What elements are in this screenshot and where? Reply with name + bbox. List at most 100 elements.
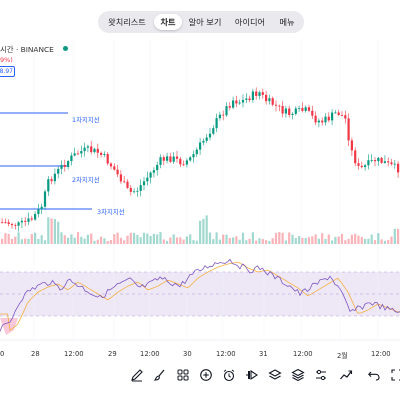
volume-bar [278, 232, 281, 244]
candle-body [156, 164, 159, 171]
replay-icon[interactable] [245, 368, 259, 382]
date-tick: 12:00 [140, 350, 160, 358]
support-label-1[interactable]: 1차지지선 [72, 116, 100, 124]
candle-body [86, 146, 89, 148]
date-tick: 30 [183, 350, 192, 358]
candle-body [199, 142, 202, 150]
candle-body [212, 128, 215, 134]
candle-body [232, 100, 235, 108]
volume-bar [195, 240, 198, 244]
candle-body [245, 98, 248, 100]
candle-body [106, 153, 109, 164]
tab-explore[interactable]: 알아 보기 [188, 17, 222, 27]
candle-body [20, 220, 23, 223]
volume-bar [337, 236, 340, 244]
candle-body [162, 157, 165, 161]
volume-bar [185, 236, 188, 244]
candle-body [228, 106, 231, 108]
tab-ideas[interactable]: 아이디어 [234, 17, 266, 27]
tab-watchlist[interactable]: 왓치리스트 [108, 17, 146, 27]
fullscreen-icon[interactable] [390, 368, 400, 382]
volume-bar [109, 240, 113, 244]
candle-body [126, 181, 129, 188]
volume-bar [383, 240, 386, 244]
apps-icon[interactable] [176, 368, 190, 382]
candle-body [294, 108, 297, 114]
volume-bar [57, 221, 60, 244]
volume-bar [321, 233, 324, 244]
symbol-label[interactable]: 시간 · BINANCE [0, 45, 54, 54]
candle-body [30, 218, 33, 220]
candle-body [390, 162, 393, 165]
layers-stack-icon[interactable] [291, 368, 305, 382]
support-label-3[interactable]: 3차지지선 [97, 208, 125, 216]
volume-bar [298, 236, 301, 244]
undo-icon[interactable] [367, 368, 381, 382]
candle-body [278, 105, 281, 107]
volume-bar [248, 238, 251, 244]
volume-bar [212, 239, 215, 244]
volume-bar [367, 238, 370, 244]
volume-bar [14, 236, 17, 244]
candle-body [367, 160, 370, 166]
volume-bar [393, 228, 396, 244]
volume-bar [215, 232, 218, 244]
candle-body [83, 147, 86, 152]
candle-body [4, 222, 7, 223]
volume-bar [37, 238, 40, 244]
candle-body [73, 153, 76, 156]
volume-bar [126, 235, 129, 244]
volume-bar [268, 240, 271, 244]
alarm-icon[interactable] [222, 368, 236, 382]
candle-body [53, 173, 56, 182]
candle-body [301, 107, 304, 111]
volume-bar [34, 232, 37, 244]
volume-bar [76, 232, 80, 244]
layers-icon[interactable] [268, 368, 282, 382]
volume-bar [373, 240, 377, 244]
date-tick: 31 [259, 350, 268, 358]
rsi-lines [0, 258, 400, 335]
volume-bar [40, 235, 43, 244]
tab-menu[interactable]: 메뉴 [279, 17, 295, 27]
candlesticks [1, 87, 400, 232]
volume-bar [116, 232, 119, 244]
add-circle-icon[interactable] [199, 368, 213, 382]
volume-bar [24, 238, 27, 244]
candle-body [331, 112, 334, 121]
volume-bar [119, 237, 122, 244]
candle-body [17, 222, 20, 226]
candle-body [202, 140, 205, 143]
pen-icon[interactable] [130, 368, 144, 382]
settings-sliders-icon[interactable] [314, 368, 328, 382]
volume-bar [17, 232, 20, 244]
volume-bar [169, 237, 172, 244]
volume-bar [357, 235, 360, 244]
brush-icon[interactable] [153, 368, 167, 382]
volume-bar [166, 240, 169, 244]
candle-body [175, 156, 179, 159]
candle-body [258, 92, 261, 96]
candle-body [298, 107, 301, 109]
volume-bar [172, 234, 175, 244]
tab-chart[interactable]: 차트 [154, 14, 182, 30]
candle-body [119, 174, 122, 182]
candle-body [182, 164, 185, 166]
candle-body [288, 108, 291, 116]
support-label-2[interactable]: 2차지지선 [72, 176, 100, 184]
candle-body [248, 98, 251, 101]
candle-body [271, 98, 274, 105]
volume-bar [314, 234, 317, 244]
candle-body [90, 146, 93, 153]
price-tag[interactable]: 8.97 [0, 66, 15, 77]
date-tick: 12:00 [293, 350, 313, 358]
volume-bar [304, 238, 307, 244]
volume-bar [50, 218, 53, 244]
candle-body [304, 107, 307, 111]
trend-icon[interactable] [339, 368, 353, 382]
candle-body [133, 191, 136, 193]
volume-bar [255, 240, 258, 244]
candle-body [50, 179, 53, 182]
date-tick: 29 [108, 350, 117, 358]
